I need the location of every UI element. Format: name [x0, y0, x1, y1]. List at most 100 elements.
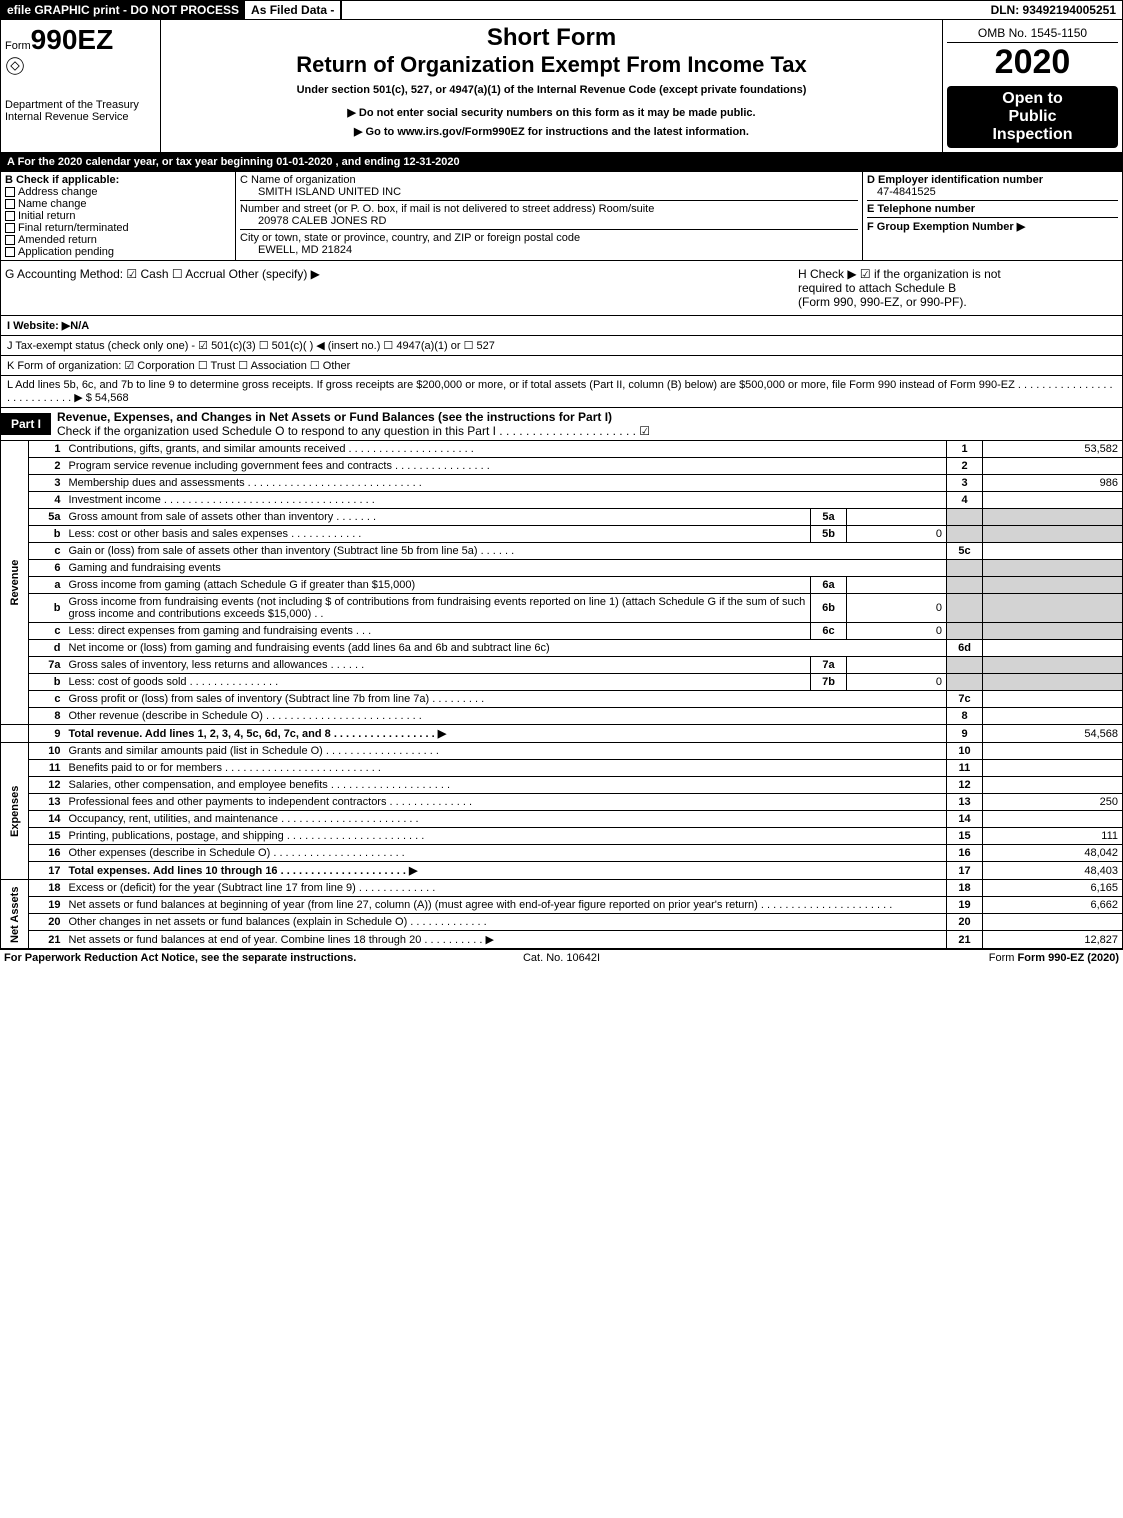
- check-initial[interactable]: Initial return: [5, 210, 231, 222]
- line-6a-amt-gray: [983, 577, 1123, 594]
- line-5b-sn: 5b: [811, 526, 847, 543]
- line-11-num: 11: [29, 760, 65, 777]
- line-4-num: 4: [29, 492, 65, 509]
- line-6c-desc: Less: direct expenses from gaming and fu…: [65, 623, 811, 640]
- line-6b-sv: 0: [847, 594, 947, 623]
- table-row: Expenses 10 Grants and similar amounts p…: [1, 743, 1123, 760]
- line-6b-num: b: [29, 594, 65, 623]
- line-9-desc: Total revenue. Add lines 1, 2, 3, 4, 5c,…: [69, 728, 447, 740]
- line-4-amt: [983, 492, 1123, 509]
- header-row: Form990EZ Department of the Treasury Int…: [0, 20, 1123, 153]
- line-6d-amt: [983, 640, 1123, 657]
- part-i-title: Revenue, Expenses, and Changes in Net As…: [51, 408, 656, 440]
- table-row: 11 Benefits paid to or for members . . .…: [1, 760, 1123, 777]
- line-6-num: 6: [29, 560, 65, 577]
- table-row: Revenue 1 Contributions, gifts, grants, …: [1, 441, 1123, 458]
- check-amended-label: Amended return: [18, 234, 97, 246]
- line-7a-desc: Gross sales of inventory, less returns a…: [65, 657, 811, 674]
- table-row: b Gross income from fundraising events (…: [1, 594, 1123, 623]
- line-6a-desc: Gross income from gaming (attach Schedul…: [65, 577, 811, 594]
- line-6a-sn: 6a: [811, 577, 847, 594]
- line-8-ln: 8: [947, 708, 983, 725]
- line-j: J Tax-exempt status (check only one) - ☑…: [0, 336, 1123, 356]
- header-left: Form990EZ Department of the Treasury Int…: [1, 20, 161, 152]
- checkbox-icon[interactable]: [5, 211, 15, 221]
- line-6c-num: c: [29, 623, 65, 640]
- line-6a-num: a: [29, 577, 65, 594]
- table-row: 12 Salaries, other compensation, and emp…: [1, 777, 1123, 794]
- line-14-num: 14: [29, 811, 65, 828]
- line-2-desc: Program service revenue including govern…: [65, 458, 947, 475]
- footer-right: Form Form 990-EZ (2020): [747, 952, 1119, 964]
- line-21-desc: Net assets or fund balances at end of ye…: [65, 931, 947, 949]
- label-city: City or town, state or province, country…: [240, 232, 858, 244]
- line-6c-amt-gray: [983, 623, 1123, 640]
- label-phone: E Telephone number: [867, 203, 1118, 215]
- line-2-num: 2: [29, 458, 65, 475]
- line-7a-num: 7a: [29, 657, 65, 674]
- check-address[interactable]: Address change: [5, 186, 231, 198]
- line-7c-amt: [983, 691, 1123, 708]
- checkbox-icon[interactable]: [5, 223, 15, 233]
- table-row: 8 Other revenue (describe in Schedule O)…: [1, 708, 1123, 725]
- table-row: b Less: cost of goods sold . . . . . . .…: [1, 674, 1123, 691]
- line-14-ln: 14: [947, 811, 983, 828]
- line-7b-sn: 7b: [811, 674, 847, 691]
- check-amended[interactable]: Amended return: [5, 234, 231, 246]
- line-16-num: 16: [29, 845, 65, 862]
- line-19-amt: 6,662: [983, 897, 1123, 914]
- line-9-amt: 54,568: [983, 725, 1123, 743]
- table-row: 4 Investment income . . . . . . . . . . …: [1, 492, 1123, 509]
- check-pending[interactable]: Application pending: [5, 246, 231, 258]
- check-final[interactable]: Final return/terminated: [5, 222, 231, 234]
- line-21-num: 21: [29, 931, 65, 949]
- line-6d-ln: 6d: [947, 640, 983, 657]
- form-number: 990EZ: [31, 24, 114, 55]
- line-5b-amt-gray: [983, 526, 1123, 543]
- line-12-num: 12: [29, 777, 65, 794]
- goto-note: ▶ Go to www.irs.gov/Form990EZ for instru…: [165, 125, 938, 138]
- line-13-desc: Professional fees and other payments to …: [65, 794, 947, 811]
- table-row: 17 Total expenses. Add lines 10 through …: [1, 862, 1123, 880]
- table-row: c Less: direct expenses from gaming and …: [1, 623, 1123, 640]
- line-h-1: H Check ▶ ☑ if the organization is not: [798, 267, 1118, 281]
- line-10-desc: Grants and similar amounts paid (list in…: [65, 743, 947, 760]
- line-18-num: 18: [29, 880, 65, 897]
- line-7a-ln-gray: [947, 657, 983, 674]
- line-6-amt-gray: [983, 560, 1123, 577]
- section-gh: G Accounting Method: ☑ Cash ☐ Accrual Ot…: [0, 261, 1123, 316]
- line-8-desc: Other revenue (describe in Schedule O) .…: [65, 708, 947, 725]
- line-11-desc: Benefits paid to or for members . . . . …: [65, 760, 947, 777]
- dln-label: DLN: 93492194005251: [985, 1, 1122, 19]
- line-g: G Accounting Method: ☑ Cash ☐ Accrual Ot…: [5, 267, 798, 309]
- line-16-amt: 48,042: [983, 845, 1123, 862]
- checkbox-icon[interactable]: [5, 247, 15, 257]
- section-def: D Employer identification number 47-4841…: [862, 172, 1122, 260]
- section-b: B Check if applicable: Address change Na…: [1, 172, 236, 260]
- checkbox-icon[interactable]: [5, 187, 15, 197]
- line-6b-sn: 6b: [811, 594, 847, 623]
- table-row: 21 Net assets or fund balances at end of…: [1, 931, 1123, 949]
- checkbox-icon[interactable]: [5, 235, 15, 245]
- line-5c-num: c: [29, 543, 65, 560]
- line-3-ln: 3: [947, 475, 983, 492]
- table-row: 3 Membership dues and assessments . . . …: [1, 475, 1123, 492]
- section-bcdef: B Check if applicable: Address change Na…: [0, 172, 1123, 261]
- asfiled-label: As Filed Data -: [245, 1, 342, 19]
- org-address: 20978 CALEB JONES RD: [240, 215, 858, 227]
- line-5b-num: b: [29, 526, 65, 543]
- table-row: 7a Gross sales of inventory, less return…: [1, 657, 1123, 674]
- line-3-desc: Membership dues and assessments . . . . …: [65, 475, 947, 492]
- line-12-amt: [983, 777, 1123, 794]
- line-l: L Add lines 5b, 6c, and 7b to line 9 to …: [0, 376, 1123, 408]
- check-name[interactable]: Name change: [5, 198, 231, 210]
- dept-irs: Internal Revenue Service: [5, 111, 156, 123]
- line-5c-ln: 5c: [947, 543, 983, 560]
- efile-label: efile GRAPHIC print - DO NOT PROCESS: [1, 1, 245, 19]
- checkbox-icon[interactable]: [5, 199, 15, 209]
- line-5a-amt-gray: [983, 509, 1123, 526]
- line-15-num: 15: [29, 828, 65, 845]
- irs-logo-icon: [5, 56, 25, 76]
- line-2-amt: [983, 458, 1123, 475]
- line-h: H Check ▶ ☑ if the organization is not r…: [798, 267, 1118, 309]
